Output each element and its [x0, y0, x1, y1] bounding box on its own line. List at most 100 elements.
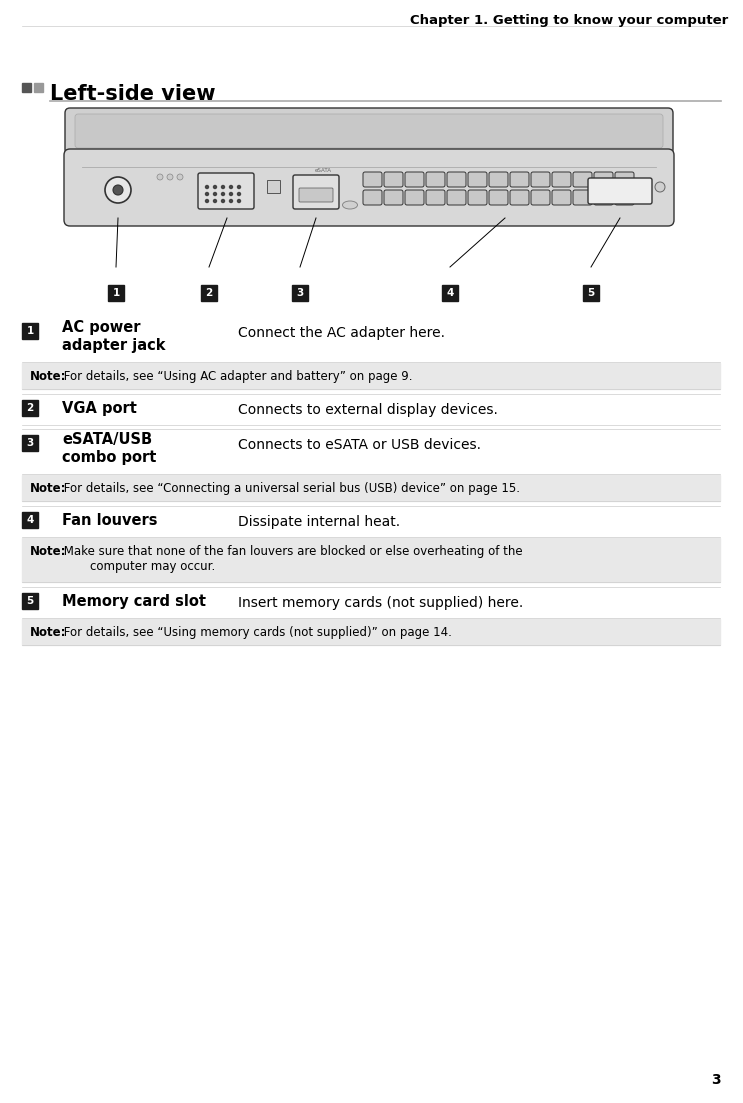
Circle shape [177, 174, 183, 180]
Text: 4: 4 [447, 288, 454, 298]
Text: VGA port: VGA port [62, 401, 137, 416]
Text: Connects to eSATA or USB devices.: Connects to eSATA or USB devices. [238, 438, 481, 452]
Bar [108, 285, 124, 301]
Text: 1: 1 [26, 326, 33, 336]
FancyBboxPatch shape [468, 190, 487, 205]
Bar [34, 83, 43, 92]
Text: AC power
adapter jack: AC power adapter jack [62, 320, 166, 353]
FancyBboxPatch shape [615, 190, 634, 205]
Text: Connects to external display devices.: Connects to external display devices. [238, 403, 498, 417]
Bar [22, 435, 38, 451]
Text: 2: 2 [205, 288, 212, 298]
Text: 4: 4 [26, 515, 33, 525]
FancyBboxPatch shape [447, 172, 466, 188]
Text: Note:: Note: [30, 545, 67, 558]
Text: 5: 5 [26, 596, 33, 606]
FancyBboxPatch shape [405, 172, 424, 188]
Circle shape [113, 185, 123, 195]
Bar [22, 83, 31, 92]
Text: eSATA/USB
combo port: eSATA/USB combo port [62, 432, 156, 465]
Circle shape [230, 185, 233, 189]
FancyBboxPatch shape [573, 190, 592, 205]
Bar [583, 285, 599, 301]
Circle shape [213, 200, 216, 203]
FancyBboxPatch shape [198, 173, 254, 208]
Circle shape [167, 174, 173, 180]
FancyBboxPatch shape [489, 172, 508, 188]
Text: 5: 5 [588, 288, 594, 298]
Text: Note:: Note: [30, 627, 67, 639]
Circle shape [230, 193, 233, 195]
Text: For details, see “Using memory cards (not supplied)” on page 14.: For details, see “Using memory cards (no… [60, 627, 452, 639]
FancyBboxPatch shape [615, 172, 634, 188]
Circle shape [213, 185, 216, 189]
Bar [22, 538, 720, 582]
Circle shape [238, 193, 241, 195]
FancyBboxPatch shape [384, 172, 403, 188]
FancyBboxPatch shape [489, 190, 508, 205]
Text: eSATA: eSATA [315, 168, 332, 173]
FancyBboxPatch shape [384, 190, 403, 205]
FancyBboxPatch shape [293, 175, 339, 208]
Circle shape [655, 182, 665, 192]
Circle shape [238, 185, 241, 189]
Circle shape [238, 200, 241, 203]
Text: Dissipate internal heat.: Dissipate internal heat. [238, 515, 400, 529]
FancyBboxPatch shape [510, 172, 529, 188]
Text: Memory card slot: Memory card slot [62, 595, 206, 609]
Text: For details, see “Connecting a universal serial bus (USB) device” on page 15.: For details, see “Connecting a universal… [60, 482, 520, 495]
FancyBboxPatch shape [552, 190, 571, 205]
Bar [22, 512, 38, 528]
Circle shape [221, 185, 224, 189]
FancyBboxPatch shape [363, 190, 382, 205]
Text: 3: 3 [711, 1073, 721, 1086]
Bar [22, 593, 38, 609]
Text: Note:: Note: [30, 370, 67, 383]
Bar [267, 180, 280, 193]
FancyBboxPatch shape [363, 172, 382, 188]
Text: Chapter 1. Getting to know your computer: Chapter 1. Getting to know your computer [409, 14, 728, 26]
FancyBboxPatch shape [426, 172, 445, 188]
Text: Note:: Note: [30, 482, 67, 495]
Text: 3: 3 [296, 288, 304, 298]
FancyBboxPatch shape [531, 172, 550, 188]
Bar [442, 285, 458, 301]
Circle shape [105, 176, 131, 203]
Text: 2: 2 [26, 403, 33, 413]
Circle shape [206, 200, 209, 203]
FancyBboxPatch shape [426, 190, 445, 205]
Text: 1: 1 [112, 288, 120, 298]
FancyBboxPatch shape [588, 178, 652, 204]
Circle shape [206, 193, 209, 195]
FancyBboxPatch shape [64, 149, 674, 226]
Circle shape [221, 193, 224, 195]
FancyBboxPatch shape [447, 190, 466, 205]
Bar [22, 323, 38, 339]
Bar [22, 619, 720, 645]
Text: For details, see “Using AC adapter and battery” on page 9.: For details, see “Using AC adapter and b… [60, 370, 412, 383]
Circle shape [221, 200, 224, 203]
Circle shape [213, 193, 216, 195]
Ellipse shape [343, 201, 357, 208]
FancyBboxPatch shape [405, 190, 424, 205]
FancyBboxPatch shape [65, 108, 673, 154]
FancyBboxPatch shape [510, 190, 529, 205]
Text: Left-side view: Left-side view [50, 84, 215, 104]
FancyBboxPatch shape [75, 114, 663, 148]
Circle shape [157, 174, 163, 180]
FancyBboxPatch shape [468, 172, 487, 188]
Bar [22, 475, 720, 501]
FancyBboxPatch shape [299, 188, 333, 202]
FancyBboxPatch shape [594, 172, 613, 188]
Text: Connect the AC adapter here.: Connect the AC adapter here. [238, 326, 445, 340]
Text: 3: 3 [26, 438, 33, 448]
Text: Make sure that none of the fan louvers are blocked or else overheating of the
  : Make sure that none of the fan louvers a… [60, 545, 522, 572]
Text: Fan louvers: Fan louvers [62, 513, 158, 528]
Bar [201, 285, 217, 301]
Bar [292, 285, 308, 301]
Circle shape [230, 200, 233, 203]
Bar [22, 363, 720, 389]
Circle shape [206, 185, 209, 189]
FancyBboxPatch shape [594, 190, 613, 205]
Bar [22, 400, 38, 416]
